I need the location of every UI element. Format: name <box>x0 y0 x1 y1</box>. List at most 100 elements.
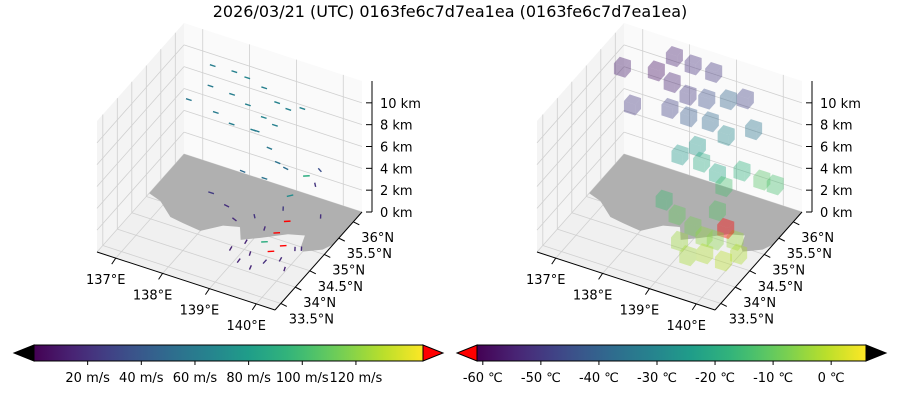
gridline-lat <box>117 228 296 288</box>
wind-arrow <box>244 76 251 80</box>
lon-tick <box>598 273 603 280</box>
lat-tick <box>280 303 288 307</box>
wind-arrow <box>262 259 268 265</box>
temperature-cell <box>668 204 686 215</box>
temperature-cell <box>655 196 667 211</box>
temperature-cell <box>659 64 665 82</box>
temperature-cell <box>705 61 723 73</box>
temperature-cell <box>709 92 716 110</box>
temperature-cell <box>715 182 727 198</box>
temperature-cell <box>716 65 723 84</box>
gridline-z <box>183 44 363 104</box>
colorbar-tick-label: 60 m/s <box>173 371 218 386</box>
temperature-cell <box>726 229 744 240</box>
z-tick-label: 6 km <box>820 141 853 156</box>
temperature-cell <box>728 128 735 147</box>
wind-arrow <box>223 203 230 208</box>
z-tick-label: 8 km <box>380 119 413 134</box>
z-tick-label: 10 km <box>820 97 861 112</box>
gridline-lat <box>571 212 750 272</box>
temperature-cell <box>679 84 697 95</box>
temperature-cell <box>744 164 751 182</box>
wind-arrow <box>317 167 322 173</box>
colorbar-tick-label: 80 m/s <box>226 371 271 386</box>
temperature-cell <box>708 163 726 174</box>
wind-arrow <box>236 258 241 264</box>
gridline-z <box>536 153 625 253</box>
lat-tick-label: 35°N <box>332 263 365 278</box>
lat-axis-line <box>714 211 803 311</box>
colorbar-tick-label: 40 m/s <box>119 371 164 386</box>
temperature-cell <box>726 254 732 272</box>
temperature-cell <box>684 215 702 227</box>
wind-arrow <box>185 98 192 102</box>
temperature-cell <box>680 112 692 128</box>
temperature-cell <box>717 217 735 229</box>
lat-tick-label: 35.5°N <box>787 247 832 262</box>
lat-tick <box>353 221 360 226</box>
lat-tick-label: 35°N <box>772 263 805 278</box>
temperature-cell <box>698 88 716 99</box>
lon-tick <box>691 303 697 311</box>
wind-arrow <box>228 122 235 126</box>
temperature-cell <box>680 106 698 117</box>
wind-arrow <box>244 239 248 245</box>
wind-arrow <box>231 217 237 222</box>
temperature-cell <box>705 68 717 84</box>
colorbar-tick-label: -10 ℃ <box>753 371 793 386</box>
temperature-cell <box>663 71 681 83</box>
gridline-z <box>183 66 363 126</box>
lon-tick-label: 137°E <box>526 273 566 288</box>
temperature-cell <box>693 158 705 173</box>
wind-arrow <box>248 265 252 270</box>
temperature-cell <box>736 88 754 99</box>
gridline-z <box>183 109 363 169</box>
wind-speed-colorbar: 20 m/s 40 m/s 60 m/s 80 m/s 100 m/s 120 m/s <box>12 344 445 386</box>
gridline-z <box>96 44 185 144</box>
lat-tick-label: 36°N <box>801 231 834 246</box>
wind-panel: 137°E 138°E 139°E 140°E 33.5°N34°N34.5°N 35°N… <box>86 23 421 334</box>
wind-arrow <box>314 182 317 188</box>
lat-tick <box>720 303 728 307</box>
temperature-cell <box>708 206 721 222</box>
temperature-cell <box>706 236 718 251</box>
temperature-cell <box>745 125 757 141</box>
gridline-z <box>536 44 625 144</box>
temperature-cell <box>671 144 689 155</box>
gridline-z <box>96 153 185 253</box>
lon-axis-line <box>536 251 716 311</box>
temperature-cell <box>700 139 706 157</box>
wind-arrow <box>229 92 236 96</box>
temperature-cell <box>726 236 738 251</box>
temperature-cell <box>707 246 714 265</box>
temperature-cell <box>623 100 636 116</box>
temperature-cell <box>674 75 681 94</box>
colorbar-over-extension <box>422 344 445 362</box>
wind-arrow <box>271 123 278 127</box>
z-tick-label: 0 km <box>820 206 853 221</box>
temperature-cell <box>693 151 711 162</box>
lat-tick-label: 33.5°N <box>729 312 774 327</box>
lon-tick <box>111 257 117 265</box>
wind-arrow <box>253 213 256 219</box>
lat-axis-line <box>274 211 363 311</box>
temperature-cell <box>655 189 673 200</box>
wind-arrow <box>278 256 283 262</box>
temperature-cell <box>671 230 689 241</box>
lat-tick-label: 33.5°N <box>289 312 334 327</box>
wind-arrow <box>282 166 289 171</box>
wind-arrow <box>261 86 268 90</box>
lat-tick-label: 34.5°N <box>318 280 363 295</box>
wind-arrow <box>286 194 294 198</box>
temperature-cell <box>720 166 726 185</box>
temperature-cell <box>766 180 778 196</box>
temperature-cell <box>730 250 742 265</box>
wind-arrow <box>209 63 216 68</box>
lat-tick-label: 36°N <box>361 231 394 246</box>
wind-arrow <box>207 84 214 88</box>
temperature-cell <box>691 109 698 128</box>
gridline-z <box>623 109 803 169</box>
temperature-cell <box>695 219 702 238</box>
wind-arrow <box>299 106 306 111</box>
temperature-cell <box>688 142 701 157</box>
